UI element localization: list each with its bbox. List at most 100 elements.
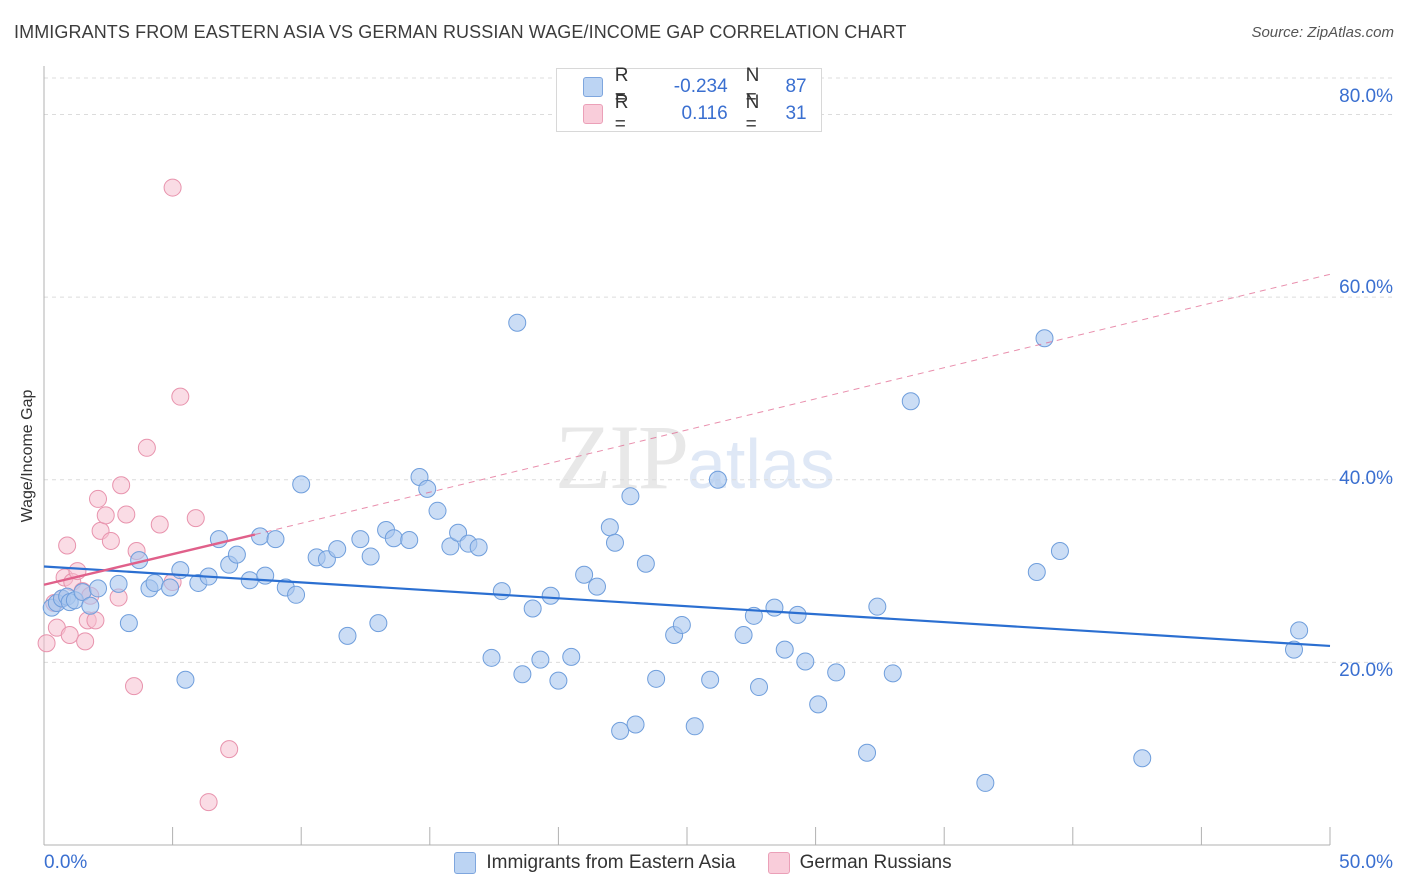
legend-r-value: 0.116 (681, 103, 728, 124)
legend-r-value: -0.234 (673, 76, 728, 97)
eastern-asia-point (621, 487, 640, 506)
german-russians-point (76, 632, 95, 651)
y-tick-label-80: 80.0% (1339, 86, 1393, 107)
eastern-asia-point (251, 527, 270, 546)
eastern-asia-point (1133, 749, 1152, 768)
eastern-asia-point (765, 598, 784, 617)
german-russians-point (37, 634, 56, 653)
legend-n-label: N = (745, 92, 760, 135)
eastern-asia-point (81, 596, 100, 615)
y-tick-label-40: 40.0% (1339, 468, 1393, 489)
german-russians-point (117, 505, 136, 524)
eastern-asia-point (119, 614, 138, 633)
series-legend-label: Immigrants from Eastern Asia (486, 852, 736, 873)
eastern-asia-point (605, 533, 624, 552)
german-russians-point (125, 677, 144, 696)
german-russians-point (101, 531, 120, 550)
eastern-asia-point (161, 578, 180, 597)
chart-title: IMMIGRANTS FROM EASTERN ASIA VS GERMAN R… (14, 22, 907, 42)
eastern-asia-point (328, 540, 347, 559)
eastern-asia-point (883, 664, 902, 683)
german-russians-point (112, 476, 131, 495)
eastern-asia-point (441, 537, 460, 556)
eastern-asia-point (369, 614, 388, 633)
series-legend: Immigrants from Eastern Asia German Russ… (0, 852, 1406, 874)
german-russians-point (89, 489, 108, 508)
x-tick-label-min: 0.0% (44, 852, 88, 873)
eastern-asia-point (1050, 541, 1069, 560)
german-russians-point (60, 625, 79, 644)
eastern-asia-point (338, 626, 357, 645)
eastern-asia-point (750, 678, 769, 697)
eastern-asia-point (469, 538, 488, 557)
eastern-asia-point (523, 599, 542, 618)
german-russians-point (150, 515, 169, 534)
german-russians-point (199, 793, 218, 812)
eastern-asia-point (482, 648, 501, 667)
eastern-asia-point (647, 669, 666, 688)
eastern-asia-point (600, 518, 619, 537)
legend-swatch-pink (583, 104, 603, 124)
eastern-asia-point (531, 650, 550, 669)
x-tick-label-max: 50.0% (1339, 852, 1393, 873)
eastern-asia-point (809, 695, 828, 714)
eastern-asia-point (976, 773, 995, 792)
eastern-asia-point (1027, 562, 1046, 581)
eastern-asia-point (734, 625, 753, 644)
eastern-asia-point (351, 530, 370, 549)
eastern-asia-point (1035, 329, 1054, 348)
legend-swatch-blue (583, 77, 603, 97)
eastern-asia-point (361, 547, 380, 566)
eastern-asia-point (775, 640, 794, 659)
eastern-asia-point (549, 671, 568, 690)
eastern-asia-point (562, 647, 581, 666)
german-russians-point (171, 387, 190, 406)
german-russians-point (163, 178, 182, 197)
eastern-asia-point (287, 585, 306, 604)
german-russians-trendline-extension (254, 273, 1331, 536)
eastern-asia-point (176, 670, 195, 689)
eastern-asia-point (513, 665, 532, 684)
eastern-asia-point (788, 605, 807, 624)
eastern-asia-point (827, 663, 846, 682)
legend-row-eastern-asia: R = -0.234 N = 87 (583, 65, 821, 108)
eastern-asia-point (109, 574, 128, 593)
eastern-asia-point (868, 597, 887, 616)
eastern-asia-point (672, 615, 691, 634)
eastern-asia-point (89, 579, 108, 598)
legend-row-german-russians: R = 0.116 N = 31 (583, 92, 821, 135)
watermark-atlas: atlas (687, 425, 835, 503)
series-swatch-blue (454, 852, 477, 874)
eastern-asia-point (626, 715, 645, 734)
eastern-asia-point (708, 470, 727, 489)
series-legend-item-eastern-asia: Immigrants from Eastern Asia (454, 852, 736, 874)
chart-source: Source: ZipAtlas.com (1251, 24, 1394, 41)
legend-n-value: 87 (785, 76, 807, 97)
eastern-asia-point (428, 501, 447, 520)
eastern-asia-point (418, 479, 437, 498)
eastern-asia-point (227, 545, 246, 564)
german-russians-point (186, 509, 205, 528)
eastern-asia-point (611, 721, 630, 740)
legend-r-label: R = (614, 65, 629, 108)
german-russians-point (96, 506, 115, 525)
eastern-asia-point (587, 577, 606, 596)
eastern-asia-point (796, 652, 815, 671)
eastern-asia-point (541, 586, 560, 605)
legend-n-value: 31 (785, 103, 807, 124)
legend-r-label: R = (614, 92, 629, 135)
eastern-asia-point (400, 531, 419, 550)
eastern-asia-point (145, 573, 164, 592)
german-russians-point (220, 740, 239, 759)
german-russians-point (58, 536, 77, 555)
series-swatch-pink (767, 852, 790, 874)
german-russians-point (137, 438, 156, 457)
eastern-asia-point (901, 392, 920, 411)
eastern-asia-point (1290, 621, 1309, 640)
eastern-asia-point (292, 475, 311, 494)
correlation-legend: R = -0.234 N = 87 R = 0.116 N = 31 (556, 65, 822, 135)
legend-n-label: N = (745, 65, 760, 108)
eastern-asia-point (685, 717, 704, 736)
series-legend-item-german-russians: German Russians (767, 852, 952, 874)
